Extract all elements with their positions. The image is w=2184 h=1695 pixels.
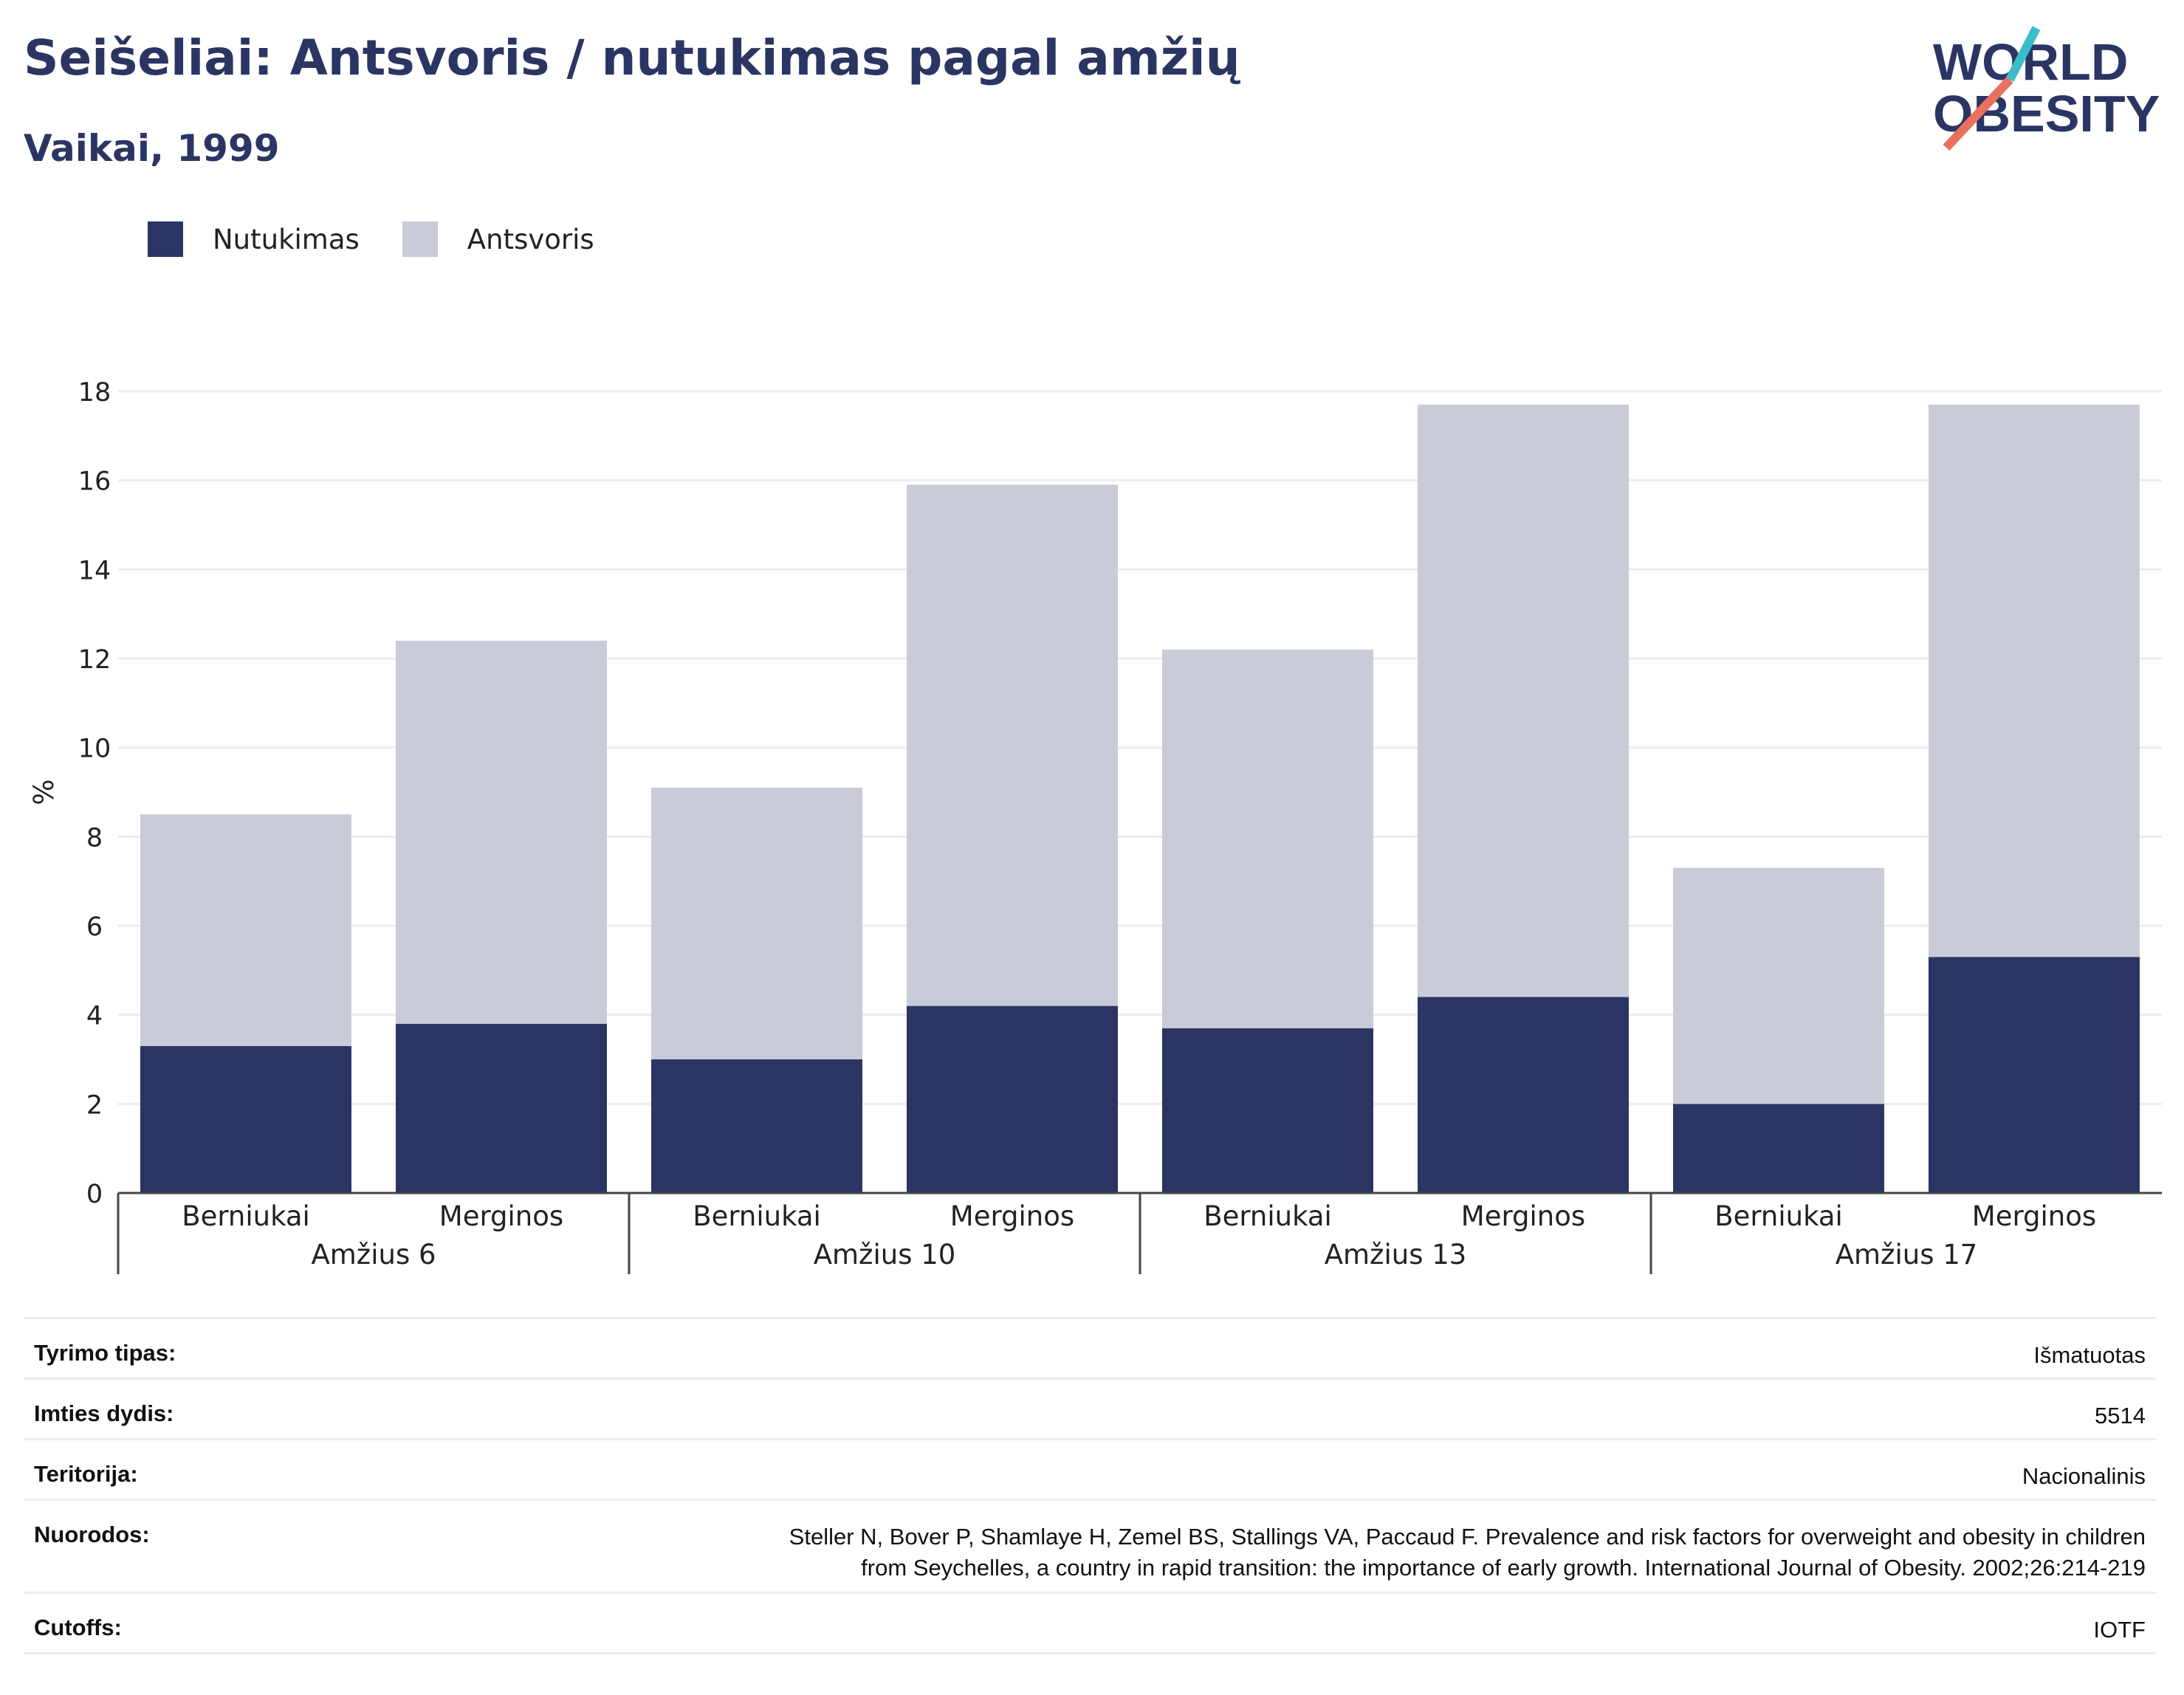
x-tick-label: Berniukai <box>182 1200 310 1232</box>
bar-nutukimas-3-merginos <box>1418 997 1629 1193</box>
y-tick-label: 14 <box>78 556 111 585</box>
info-value: Steller N, Bover P, Shamlaye H, Zemel BS… <box>789 1524 2146 1581</box>
y-tick-label: 18 <box>78 378 111 408</box>
y-tick-label: 10 <box>78 735 111 764</box>
x-tick-label: Berniukai <box>693 1200 821 1232</box>
legend-item-nutukimas[interactable]: Nutukimas <box>148 221 360 257</box>
info-table-bottom-rule <box>24 1652 2156 1654</box>
bar-antsvoris-3-berniukai <box>1162 649 1373 1028</box>
legend-swatch-antsvoris <box>402 221 438 257</box>
bar-nutukimas-2-merginos <box>907 1005 1118 1193</box>
bar-antsvoris-1-berniukai <box>140 814 351 1046</box>
legend-swatch-nutukimas <box>148 221 183 257</box>
bar-antsvoris-2-merginos <box>907 484 1118 1006</box>
info-row-sample-size: Imties dydis: 5514 <box>24 1378 2156 1438</box>
bar-nutukimas-3-berniukai <box>1162 1028 1373 1193</box>
info-value: IOTF <box>2093 1617 2146 1643</box>
legend-label-nutukimas: Nutukimas <box>213 223 360 255</box>
info-table: Tyrimo tipas: Išmatuotas Imties dydis: 5… <box>24 1317 2156 1654</box>
info-value: Nacionalinis <box>2022 1463 2146 1489</box>
y-tick-label: 12 <box>78 645 111 675</box>
x-tick-label: Merginos <box>439 1200 563 1232</box>
info-label: Teritorija: <box>34 1461 138 1487</box>
x-tick-label: Berniukai <box>1203 1200 1332 1232</box>
info-label: Imties dydis: <box>34 1400 174 1426</box>
bar-nutukimas-2-berniukai <box>651 1059 862 1193</box>
bar-nutukimas-4-merginos <box>1929 957 2140 1193</box>
bar-antsvoris-4-berniukai <box>1673 867 1884 1104</box>
y-tick-label: 8 <box>86 823 103 853</box>
info-value: 5514 <box>2095 1403 2146 1428</box>
logo-slash-coral <box>1943 76 2013 151</box>
x-group-label: Amžius 10 <box>814 1239 956 1271</box>
chart-title: Seišeliai: Antsvoris / nutukimas pagal a… <box>24 30 1240 86</box>
bar-antsvoris-3-merginos <box>1418 405 1629 997</box>
info-label: Nuorodos: <box>34 1522 150 1547</box>
bar-antsvoris-1-merginos <box>396 640 607 1024</box>
info-row-study-type: Tyrimo tipas: Išmatuotas <box>24 1317 2156 1378</box>
logo-slash-teal <box>2005 26 2041 82</box>
x-tick-label: Merginos <box>1461 1200 1585 1232</box>
x-tick-label: Merginos <box>1972 1200 2096 1232</box>
legend-item-antsvoris[interactable]: Antsvoris <box>402 221 594 257</box>
info-row-territory: Teritorija: Nacionalinis <box>24 1438 2156 1499</box>
x-tick-label: Merginos <box>950 1200 1074 1232</box>
y-tick-label: 4 <box>86 1002 103 1031</box>
bar-nutukimas-4-berniukai <box>1673 1104 1884 1193</box>
y-tick-label: 16 <box>78 467 111 497</box>
x-group-label: Amžius 6 <box>311 1239 436 1271</box>
legend-label-antsvoris: Antsvoris <box>467 223 594 255</box>
y-tick-label: 6 <box>86 912 103 942</box>
info-label: Tyrimo tipas: <box>34 1340 176 1366</box>
bar-antsvoris-2-berniukai <box>651 787 862 1059</box>
y-tick-label: 0 <box>86 1180 103 1209</box>
chart-subtitle: Vaikai, 1999 <box>24 127 280 170</box>
bar-nutukimas-1-berniukai <box>140 1045 351 1193</box>
info-row-cutoffs: Cutoffs: IOTF <box>24 1592 2156 1652</box>
y-tick-label: 2 <box>86 1090 103 1120</box>
world-obesity-logo: WORLD OBESITY <box>1933 26 2160 151</box>
y-axis-label: % <box>28 779 60 805</box>
x-tick-label: Berniukai <box>1714 1200 1843 1232</box>
bar-antsvoris-4-merginos <box>1929 405 2140 957</box>
x-group-label: Amžius 13 <box>1325 1239 1467 1271</box>
x-group-label: Amžius 17 <box>1836 1239 1978 1271</box>
info-row-references: Nuorodos: Steller N, Bover P, Shamlaye H… <box>24 1499 2156 1592</box>
bar-nutukimas-1-merginos <box>396 1023 607 1193</box>
bars <box>140 405 2140 1193</box>
logo-line-obesity: OBESITY <box>1933 85 2160 142</box>
info-label: Cutoffs: <box>34 1615 122 1640</box>
info-value: Išmatuotas <box>2033 1342 2146 1368</box>
chart-legend: Nutukimas Antsvoris <box>148 220 637 258</box>
